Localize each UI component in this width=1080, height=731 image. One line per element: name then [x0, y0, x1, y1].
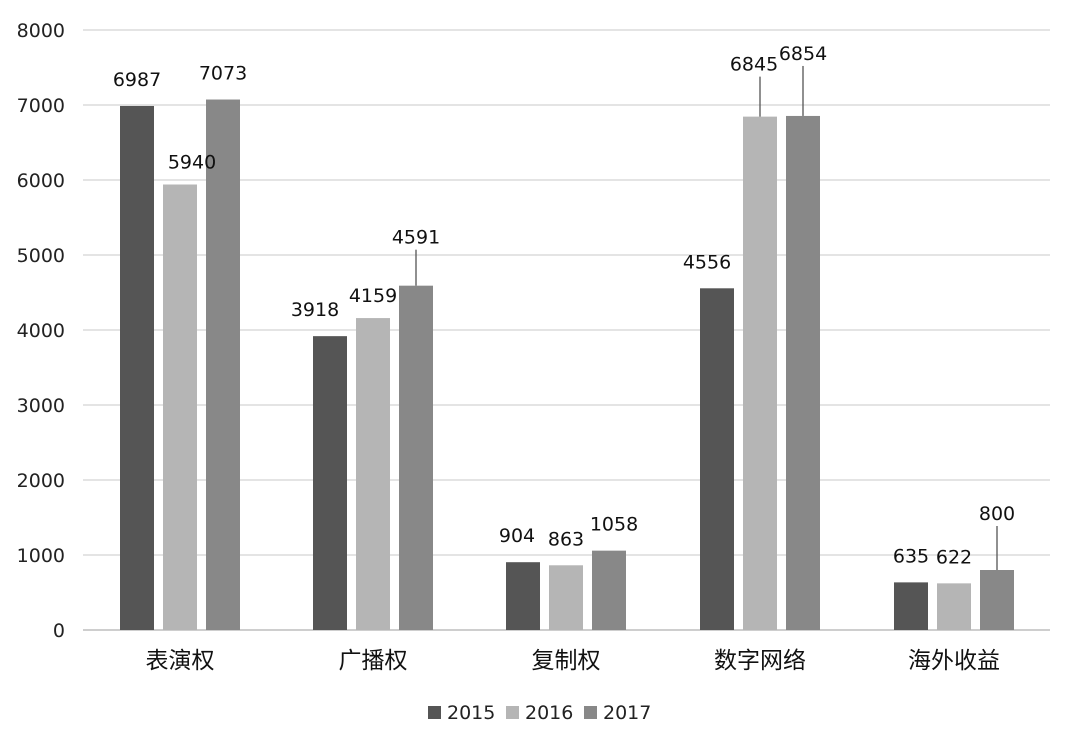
y-tick-label: 7000	[17, 95, 65, 117]
data-label: 1058	[590, 514, 638, 536]
x-axis-categories: 表演权 广播权 复制权 数字网络 海外收益	[146, 648, 1001, 674]
data-label: 7073	[199, 63, 247, 85]
label-leader-lines	[415, 65, 998, 570]
legend-label: 2015	[447, 702, 495, 724]
data-label: 4159	[349, 285, 397, 307]
data-label: 6854	[779, 43, 827, 65]
legend-swatch	[506, 706, 519, 719]
data-labels: 6987 3918 904 4556 635 5940 4159 863 6845 622 7073…	[113, 43, 1015, 568]
bar-2017-1	[399, 285, 433, 630]
legend-label: 2016	[525, 702, 573, 724]
y-tick-label: 2000	[17, 470, 65, 492]
legend: 2015 2016 2017	[428, 702, 651, 724]
y-tick-label: 6000	[17, 170, 65, 192]
y-tick-label: 0	[53, 620, 65, 642]
bar-2015-2	[506, 562, 540, 630]
data-label: 4556	[683, 251, 731, 273]
x-category-label: 海外收益	[908, 648, 1000, 674]
data-label: 800	[979, 503, 1015, 525]
data-label: 904	[499, 525, 535, 547]
x-category-label: 数字网络	[714, 648, 806, 674]
x-category-label: 复制权	[532, 648, 601, 674]
data-label: 5940	[168, 152, 216, 174]
y-tick-label: 4000	[17, 320, 65, 342]
data-label: 6987	[113, 69, 161, 91]
bar-2015-1	[313, 336, 347, 630]
bar-2017-4	[980, 570, 1014, 630]
bar-2016-1	[356, 318, 390, 630]
x-category-label: 广播权	[339, 648, 408, 674]
bar-2016-2	[549, 565, 583, 630]
data-label: 635	[893, 545, 929, 567]
y-tick-label: 3000	[17, 395, 65, 417]
data-label: 3918	[291, 299, 339, 321]
data-label: 4591	[392, 227, 440, 249]
bar-2017-3	[786, 115, 820, 630]
bar-2016-0	[163, 184, 197, 630]
legend-swatch	[428, 706, 441, 719]
bar-2016-3	[743, 116, 777, 630]
legend-label: 2017	[603, 702, 651, 724]
x-category-label: 表演权	[146, 648, 215, 674]
bar-2016-4	[937, 583, 971, 630]
legend-swatch	[584, 706, 597, 719]
y-tick-label: 8000	[17, 20, 65, 42]
data-label: 863	[548, 528, 584, 550]
data-label: 6845	[730, 54, 778, 76]
y-tick-label: 5000	[17, 245, 65, 267]
bar-2015-3	[700, 288, 734, 630]
bar-2017-0	[206, 99, 240, 630]
bar-2017-2	[592, 550, 626, 630]
bar-2015-0	[120, 105, 154, 631]
bars	[120, 99, 1014, 631]
y-tick-label: 1000	[17, 545, 65, 567]
bar-2015-4	[894, 582, 928, 630]
data-label: 622	[936, 546, 972, 568]
y-axis-ticks: 0 1000 2000 3000 4000 5000 6000 7000 8000	[17, 20, 65, 642]
